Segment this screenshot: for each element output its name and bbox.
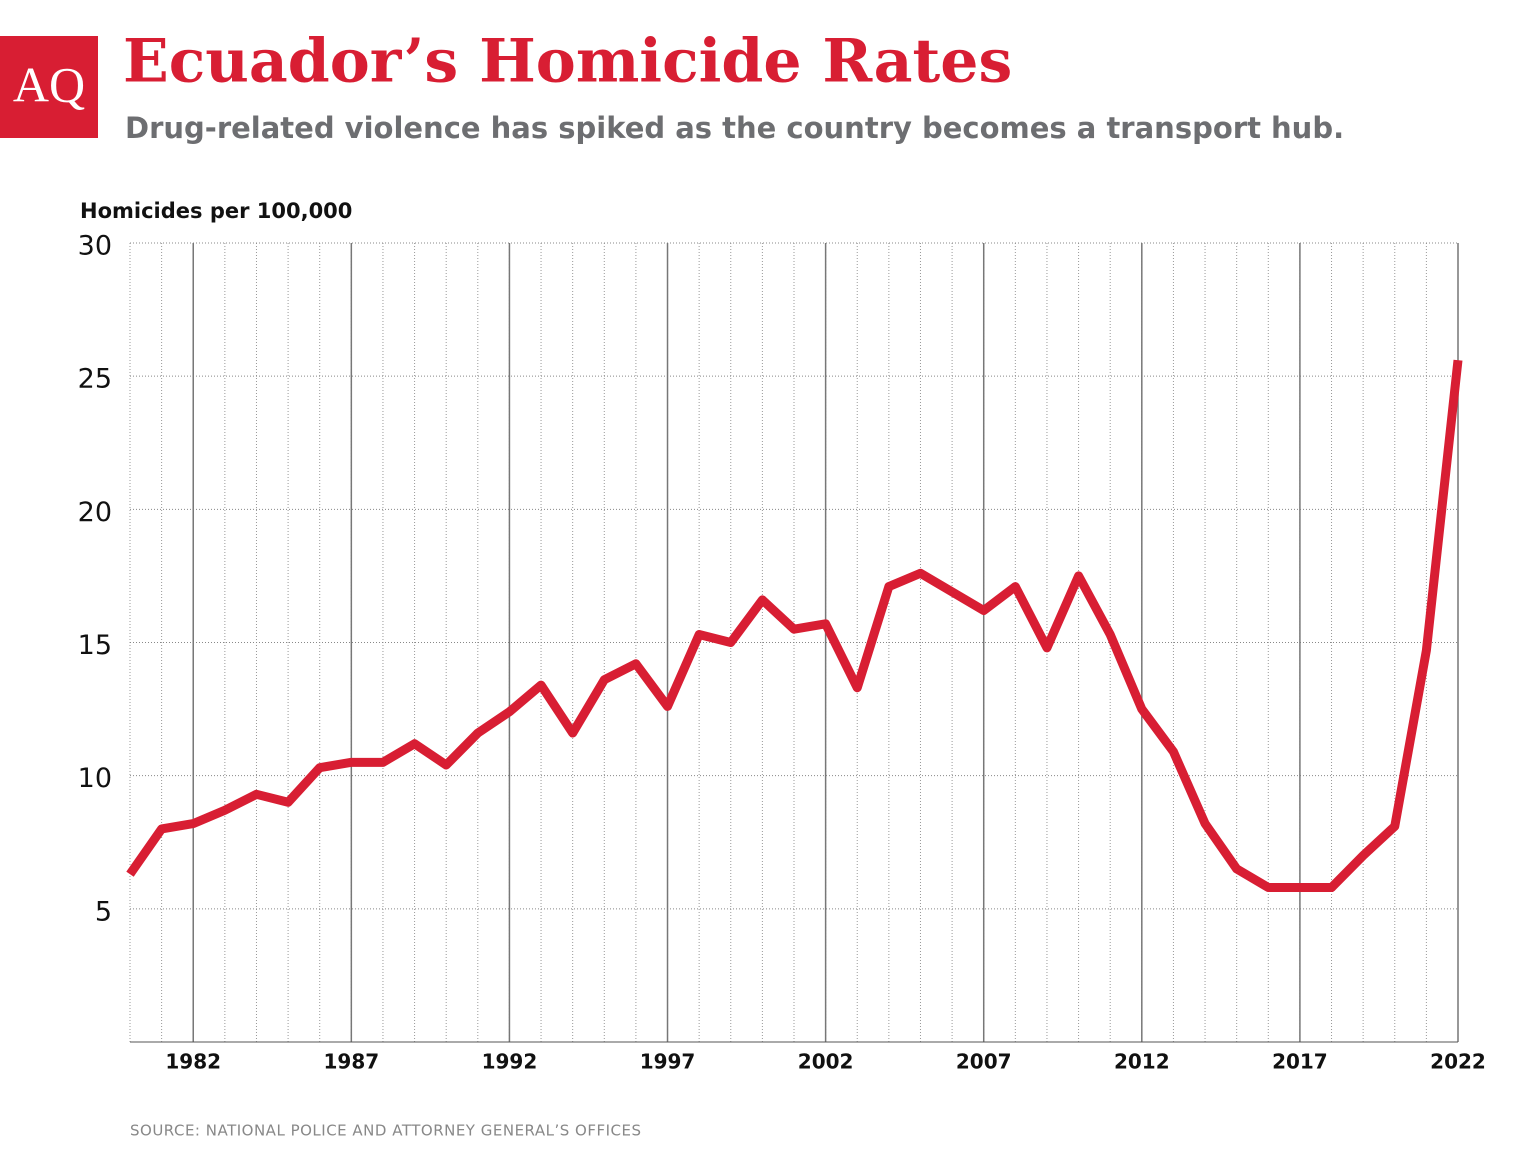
y-tick-label: 10 (78, 763, 112, 794)
y-axis-label: Homicides per 100,000 (80, 199, 352, 223)
y-tick-label: 15 (78, 630, 112, 661)
x-tick-label: 1982 (165, 1050, 221, 1074)
y-tick-label: 25 (78, 364, 112, 395)
source-note: SOURCE: NATIONAL POLICE AND ATTORNEY GEN… (130, 1122, 642, 1140)
data-line (126, 359, 1463, 893)
x-tick-label: 1992 (482, 1050, 538, 1074)
chart-title: Ecuador’s Homicide Rates (123, 27, 1012, 97)
y-tick-label: 20 (78, 497, 112, 528)
x-tick-label: 2002 (798, 1050, 854, 1074)
y-tick-label: 5 (95, 896, 112, 927)
y-tick-label: 30 (78, 231, 112, 262)
x-tick-label: 1987 (323, 1050, 379, 1074)
x-tick-label: 2007 (956, 1050, 1012, 1074)
logo-text: AQ (13, 56, 85, 112)
x-tick-label: 2022 (1430, 1050, 1486, 1074)
x-tick-label: 2012 (1114, 1050, 1170, 1074)
chart-subtitle: Drug-related violence has spiked as the … (125, 111, 1344, 145)
logo-box (0, 36, 98, 138)
x-tick-label: 2017 (1272, 1050, 1328, 1074)
x-tick-label: 1997 (640, 1050, 696, 1074)
